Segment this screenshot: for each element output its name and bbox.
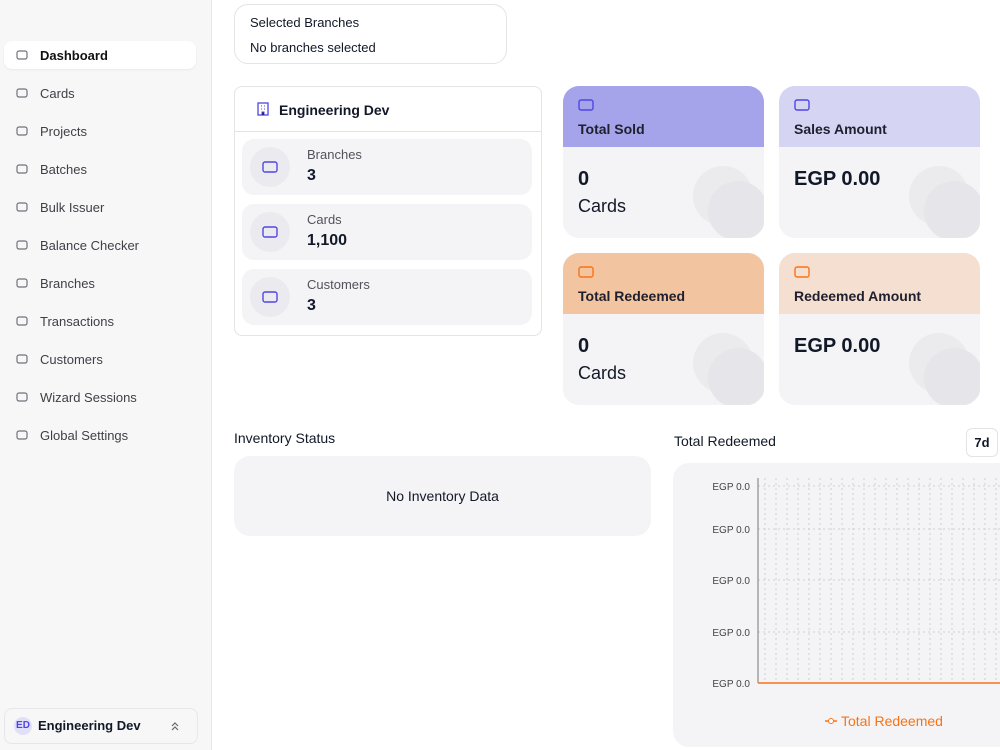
legend-label: Total Redeemed (841, 713, 943, 729)
divider (235, 131, 541, 132)
menu-label: Batches (40, 161, 87, 177)
menu-item[interactable]: Transactions (4, 307, 196, 335)
kpi-value: 0 Cards (578, 168, 627, 216)
menu-item[interactable]: Global Settings (4, 421, 196, 449)
org-title: Engineering Dev (279, 102, 390, 118)
kpi-card: Total Redeemed 0 Cards (563, 253, 764, 405)
menu-icon (16, 202, 28, 212)
kpi-title: Sales Amount (794, 121, 887, 137)
kpi-icon (578, 266, 594, 278)
sidebar (0, 0, 212, 750)
stat-value: 3 (307, 297, 316, 314)
menu-icon (16, 50, 28, 60)
menu-label: Transactions (40, 313, 114, 329)
stat-icon (250, 212, 290, 252)
menu-item[interactable]: Balance Checker (4, 231, 196, 259)
range-button[interactable]: 7d (966, 428, 998, 457)
decor (708, 181, 764, 238)
kpi-value: EGP 0.00 (794, 335, 881, 357)
stat-row: Branches 3 (242, 139, 532, 195)
filter-label: Selected Branches (250, 15, 360, 30)
chart: EGP 0.0 EGP 0.0 EGP 0.0 EGP 0.0 EGP 0.0 Total… (712, 478, 1000, 729)
menu-item[interactable]: Dashboard (4, 41, 196, 69)
stat-value: 3 (307, 167, 316, 184)
decor (924, 181, 980, 238)
kpi-header (779, 253, 980, 314)
stat-label: Branches (307, 147, 362, 162)
menu-icon (16, 88, 28, 98)
decor (924, 348, 980, 405)
stat-icon (250, 147, 290, 187)
menu-item[interactable]: Batches (4, 155, 196, 183)
kpi-header (563, 253, 764, 314)
menu-icon (16, 392, 28, 402)
menu-label: Cards (40, 85, 75, 101)
kpi-title: Total Sold (578, 121, 645, 137)
stat-label: Customers (307, 277, 370, 292)
decor (708, 348, 764, 405)
menu-icon (16, 316, 28, 326)
inventory-title: Inventory Status (234, 430, 336, 446)
legend-marker (828, 718, 834, 724)
user-name: Engineering Dev (38, 718, 141, 733)
kpi-card: Redeemed Amount EGP 0.00 (779, 253, 980, 405)
kpi-header (779, 86, 980, 147)
filter-value: No branches selected (250, 40, 376, 55)
menu-label: Global Settings (40, 427, 129, 443)
stat-row: Customers 3 (242, 269, 532, 325)
building-icon (257, 102, 269, 116)
menu-item[interactable]: Cards (4, 79, 196, 107)
kpi-title: Total Redeemed (578, 288, 686, 304)
menu-item[interactable]: Projects (4, 117, 196, 145)
kpi-card: Sales Amount EGP 0.00 (779, 86, 980, 238)
menu-label: Balance Checker (40, 237, 139, 253)
kpi-icon (578, 99, 594, 111)
branch-filter[interactable]: Selected Branches No branches selected (234, 4, 507, 64)
y-tick-label: EGP 0.0 (712, 628, 750, 639)
menu-icon (16, 126, 28, 136)
kpi-card: Total Sold 0 Cards (563, 86, 764, 238)
kpi-header (563, 86, 764, 147)
kpi-title: Redeemed Amount (794, 288, 922, 304)
avatar: ED (14, 717, 32, 735)
y-tick-label: EGP 0.0 (712, 679, 750, 690)
menu-label: Dashboard (40, 47, 108, 63)
kpi-value: EGP 0.00 (794, 168, 881, 190)
chart-panel (673, 463, 1000, 747)
menu-icon (16, 164, 28, 174)
menu-item[interactable]: Customers (4, 345, 196, 373)
stat-row: Cards 1,100 (242, 204, 532, 260)
kpi-value: 0 Cards (578, 335, 627, 383)
stat-icon (250, 277, 290, 317)
menu-icon (16, 430, 28, 440)
menu-item[interactable]: Bulk Issuer (4, 193, 196, 221)
kpi-icon (794, 266, 810, 278)
menu-icon (16, 354, 28, 364)
menu-label: Customers (40, 351, 103, 367)
chart-title: Total Redeemed (674, 433, 776, 449)
menu-item[interactable]: Branches (4, 269, 196, 297)
menu-label: Branches (40, 275, 95, 291)
menu-icon (16, 278, 28, 288)
menu-item[interactable]: Wizard Sessions (4, 383, 196, 411)
y-tick-label: EGP 0.0 (712, 576, 750, 587)
stat-label: Cards (307, 212, 342, 227)
y-tick-label: EGP 0.0 (712, 482, 750, 493)
y-tick-label: EGP 0.0 (712, 525, 750, 536)
chevrons (171, 722, 179, 731)
stat-value: 1,100 (307, 232, 348, 249)
menu-label: Projects (40, 123, 87, 139)
inventory-empty: No Inventory Data (234, 456, 651, 536)
user-switcher[interactable]: ED Engineering Dev (4, 708, 198, 744)
menu-label: Bulk Issuer (40, 199, 105, 215)
menu-label: Wizard Sessions (40, 389, 137, 405)
kpi-icon (794, 99, 810, 111)
menu-icon (16, 240, 28, 250)
